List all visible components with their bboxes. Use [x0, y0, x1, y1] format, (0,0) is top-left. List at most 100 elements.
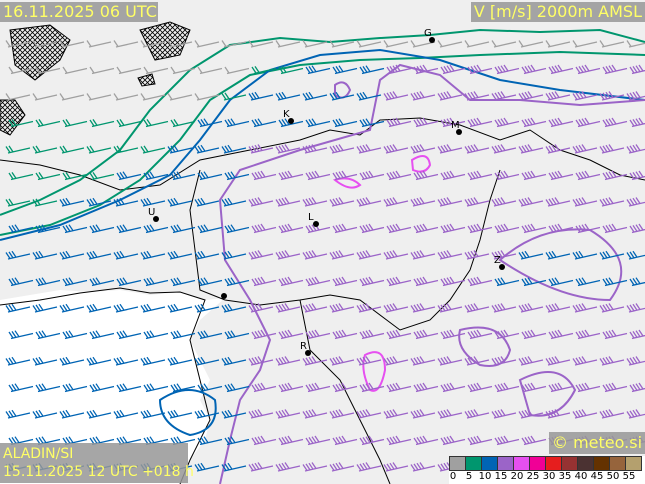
wind-barb — [629, 277, 645, 287]
wind-barb — [170, 436, 196, 446]
legend-swatch — [498, 457, 514, 470]
model-info-box: ALADIN/SI 15.11.2025 12 UTC +018 h — [0, 443, 194, 483]
wind-barb — [386, 329, 412, 340]
contour-5 — [0, 28, 645, 216]
wind-barb — [437, 250, 463, 260]
wind-barb — [521, 435, 547, 446]
wind-barb — [116, 436, 142, 446]
wind-barb — [251, 66, 277, 75]
wind-barb — [548, 64, 574, 75]
wind-barb — [89, 383, 115, 393]
wind-barb — [329, 144, 355, 154]
wind-barb — [143, 277, 169, 287]
wind-barb — [167, 93, 193, 101]
wind-barb — [8, 436, 34, 446]
wind-barb — [356, 303, 382, 313]
wind-barb — [35, 383, 61, 393]
wind-barb — [521, 329, 547, 340]
wind-barb — [410, 197, 436, 207]
wind-barb — [248, 40, 274, 48]
wind-barb — [548, 117, 574, 128]
wind-barb — [143, 66, 169, 75]
wind-barb — [464, 356, 490, 366]
wind-barb — [143, 436, 169, 446]
contour-15 — [218, 63, 645, 484]
wind-barb — [386, 382, 412, 393]
wind-barb — [305, 435, 331, 446]
wind-barb — [491, 91, 517, 101]
wind-barb — [35, 119, 61, 128]
wind-barb — [440, 170, 466, 181]
wind-barb — [626, 303, 645, 313]
wind-barb — [437, 91, 463, 101]
city-marker — [499, 264, 505, 270]
wind-barb — [572, 409, 598, 419]
wind-barb — [521, 382, 547, 393]
wind-barb — [86, 303, 112, 313]
wind-barb — [170, 224, 196, 234]
wind-barb — [572, 91, 598, 101]
wind-barb — [413, 276, 439, 287]
wind-barb — [224, 66, 250, 75]
wind-barb — [224, 383, 250, 393]
wind-barb — [251, 435, 277, 446]
wind-barb — [143, 224, 169, 234]
wind-barb — [629, 117, 645, 128]
wind-barb — [359, 382, 385, 393]
wind-barb — [383, 144, 409, 154]
wind-barb — [197, 171, 223, 181]
wind-barb — [221, 250, 247, 260]
wind-barb — [437, 197, 463, 207]
wind-barb — [194, 144, 220, 154]
wind-barb — [86, 197, 112, 207]
run-info: 15.11.2025 12 UTC +018 h — [3, 464, 194, 480]
wind-barb — [602, 329, 628, 340]
wind-barb — [302, 91, 328, 101]
city-label: R — [300, 341, 307, 352]
wind-barb — [59, 303, 85, 313]
wind-barb — [545, 250, 571, 260]
wind-barb — [626, 40, 645, 48]
wind-barb — [32, 40, 58, 48]
wind-barb — [494, 64, 520, 75]
wind-barb — [197, 383, 223, 393]
wind-barb — [602, 64, 628, 75]
wind-barb — [275, 303, 301, 313]
wind-barb — [467, 435, 493, 446]
wind-barb — [410, 250, 436, 260]
wind-barb — [8, 330, 34, 340]
wind-barb — [224, 171, 250, 181]
wind-barb — [359, 170, 385, 181]
wind-barb — [89, 172, 115, 181]
wind-barb — [599, 144, 625, 154]
wind-barb — [383, 40, 409, 48]
wind-barb — [545, 91, 571, 101]
wind-barb — [62, 66, 88, 75]
wind-barb — [464, 409, 490, 419]
wind-barb — [251, 382, 277, 393]
wind-barb — [491, 40, 517, 48]
wind-barb — [167, 409, 193, 419]
wind-barb — [410, 144, 436, 154]
wind-barb — [62, 330, 88, 340]
legend-tick: 45 — [590, 471, 604, 482]
wind-barb — [62, 277, 88, 287]
wind-barb — [62, 119, 88, 128]
wind-barb — [194, 197, 220, 207]
wind-barb — [275, 462, 301, 472]
wind-barb — [116, 277, 142, 287]
wind-barb — [440, 223, 466, 234]
wind-barb — [440, 329, 466, 340]
wind-barb — [167, 144, 193, 154]
wind-barb — [629, 382, 645, 393]
wind-barb — [410, 409, 436, 419]
wind-barb — [194, 409, 220, 419]
wind-barb — [575, 382, 601, 393]
wind-barb — [221, 462, 247, 472]
wind-barb — [356, 462, 382, 472]
wind-barb — [8, 172, 34, 181]
copyright-label: © meteo.si — [549, 432, 645, 454]
wind-barb — [545, 303, 571, 313]
wind-barb — [35, 66, 61, 75]
wind-barb — [491, 356, 517, 366]
